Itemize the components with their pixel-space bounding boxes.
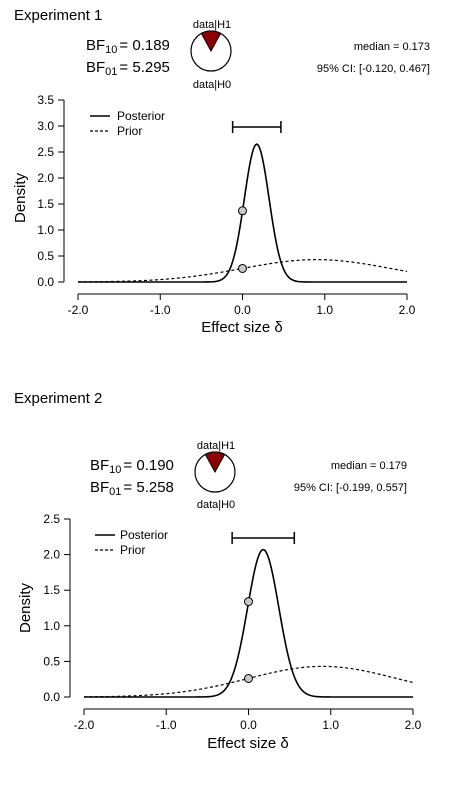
x-tick-label: 0.0 <box>240 718 257 732</box>
ci-text: 95% CI: [-0.120, 0.467] <box>317 63 430 75</box>
posterior-at-zero-point <box>238 206 247 216</box>
panel-title: Experiment 2 <box>14 390 102 407</box>
x-tick-label: -2.0 <box>68 303 89 317</box>
legend-posterior-label: Posterior <box>117 109 165 123</box>
bf01-value: = 5.295 <box>119 59 169 76</box>
prior-at-zero-point <box>244 673 253 683</box>
y-tick-label: 1.5 <box>43 583 60 597</box>
svg-text:BF10= 0.189: BF10 = 0.189 <box>86 37 170 56</box>
median-text: median = 0.173 <box>354 41 430 53</box>
wheel-top-label: data|H1 <box>193 19 231 31</box>
legend-prior-label: Prior <box>120 543 145 557</box>
bf01-subscript: 01 <box>109 486 121 498</box>
x-tick-label: 2.0 <box>399 303 416 317</box>
probability-wheel: data|H1 data|H0 <box>194 440 236 511</box>
bf10-readout: BF10 = 0.190 <box>90 457 174 476</box>
experiment-2-panel: Experiment 2 BF10 = 0.190 BF01 = 5.258 dat… <box>14 390 422 752</box>
y-tick-label: 2.5 <box>37 145 54 159</box>
y-tick-label: 1.5 <box>37 197 54 211</box>
posterior-at-zero-point <box>244 597 253 607</box>
legend: Posterior Prior <box>95 528 168 557</box>
x-tick-label: 0.0 <box>234 303 251 317</box>
bf01-readout: BF01 = 5.295 <box>86 59 170 78</box>
svg-text:BF01= 5.258: BF01 = 5.258 <box>90 479 174 498</box>
bf01-label: BF <box>86 59 105 76</box>
legend: Posterior Prior <box>90 109 165 138</box>
bf01-label: BF <box>90 479 109 496</box>
x-axis-label: Effect size δ <box>201 319 282 336</box>
y-tick-label: 3.0 <box>37 119 54 133</box>
experiment-1-panel: Experiment 1 BF10 = 0.189 BF01 = 5.295 dat… <box>12 7 430 336</box>
bf10-label: BF <box>90 457 109 474</box>
bf10-label: BF <box>86 37 105 54</box>
y-axis-label: Density <box>12 172 29 223</box>
x-axis-label: Effect size δ <box>207 735 288 752</box>
bf10-value: = 0.190 <box>123 457 173 474</box>
legend-prior-label: Prior <box>117 124 142 138</box>
median-text: median = 0.179 <box>331 460 407 472</box>
y-tick-label: 0.5 <box>43 654 60 668</box>
wheel-h1-slice <box>200 30 222 53</box>
panel-title: Experiment 1 <box>14 7 102 24</box>
wheel-bottom-label: data|H0 <box>197 499 235 511</box>
bf01-subscript: 01 <box>105 66 117 78</box>
plot-area: 0.0 0.5 1.0 1.5 2.0 2.5 3.0 3.5 -2.0 -1.0 0.0 1.0 2.… <box>37 93 415 317</box>
x-tick-label: -2.0 <box>74 718 95 732</box>
svg-text:BF01= 5.295: BF01 = 5.295 <box>86 59 170 78</box>
x-tick-label: 1.0 <box>316 303 333 317</box>
bf10-readout: BF10 = 0.189 <box>86 37 170 56</box>
y-tick-label: 2.0 <box>43 548 60 562</box>
wheel-bottom-label: data|H0 <box>193 79 231 91</box>
wheel-h1-slice <box>204 451 226 474</box>
y-axis-label: Density <box>17 582 34 633</box>
y-tick-label: 0.0 <box>37 275 54 289</box>
y-tick-label: 1.0 <box>37 223 54 237</box>
plot-area: 0.0 0.5 1.0 1.5 2.0 2.5 -2.0 -1.0 0.0 1.0 2.0 <box>43 512 421 732</box>
y-tick-label: 0.0 <box>43 690 60 704</box>
prior-at-zero-point <box>238 263 247 273</box>
probability-wheel: data|H1 data|H0 <box>190 19 232 91</box>
ci-text: 95% CI: [-0.199, 0.557] <box>294 482 407 494</box>
y-tick-label: 3.5 <box>37 93 54 107</box>
y-tick-label: 0.5 <box>37 249 54 263</box>
bf01-value: = 5.258 <box>123 479 173 496</box>
legend-posterior-label: Posterior <box>120 528 168 542</box>
y-tick-label: 2.5 <box>43 512 60 526</box>
x-tick-label: 2.0 <box>405 718 422 732</box>
svg-text:BF10= 0.190: BF10 = 0.190 <box>90 457 174 476</box>
y-tick-label: 2.0 <box>37 171 54 185</box>
bf10-subscript: 10 <box>109 464 121 476</box>
x-tick-label: -1.0 <box>150 303 171 317</box>
wheel-top-label: data|H1 <box>197 440 235 452</box>
x-tick-label: 1.0 <box>322 718 339 732</box>
bf10-subscript: 10 <box>105 44 117 56</box>
y-tick-label: 1.0 <box>43 619 60 633</box>
x-tick-label: -1.0 <box>156 718 177 732</box>
bf01-readout: BF01 = 5.258 <box>90 479 174 498</box>
bf10-value: = 0.189 <box>119 37 169 54</box>
